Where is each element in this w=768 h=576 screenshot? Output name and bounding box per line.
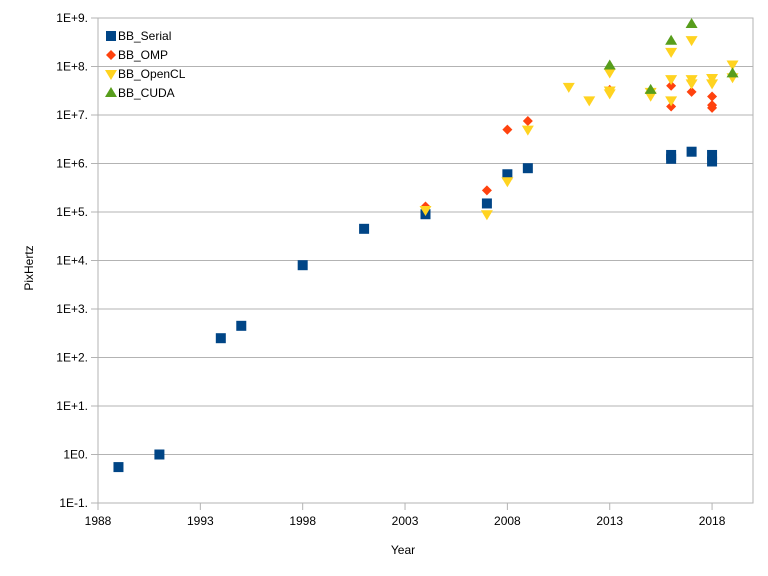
data-point — [685, 75, 698, 86]
legend: BB_Serial BB_OMP BB_OpenCL BB_CUDA — [105, 29, 186, 100]
data-point — [685, 18, 698, 29]
x-tick-label: 2018 — [699, 514, 726, 528]
data-point — [666, 80, 677, 91]
series-bb-cuda — [603, 18, 739, 94]
data-point — [686, 146, 697, 157]
data-point — [665, 34, 678, 45]
x-tick-label: 2003 — [392, 514, 419, 528]
data-point — [603, 59, 616, 70]
legend-marker — [105, 87, 117, 97]
legend-item: BB_Serial — [106, 29, 171, 43]
data-point — [522, 116, 533, 127]
legend-marker — [106, 31, 116, 41]
data-point — [501, 177, 514, 188]
x-tick-label: 2013 — [596, 514, 623, 528]
data-point — [154, 449, 165, 460]
data-point — [502, 124, 513, 135]
data-point — [666, 101, 677, 112]
data-point — [603, 68, 616, 79]
x-tick-label: 1998 — [289, 514, 316, 528]
data-point — [726, 67, 739, 78]
data-point — [665, 96, 678, 107]
data-point — [686, 86, 697, 97]
legend-label: BB_CUDA — [118, 86, 175, 100]
series-bb-serial — [113, 146, 718, 473]
data-point — [297, 260, 308, 271]
data-point — [706, 79, 719, 90]
y-tick-label: 1E+5. — [56, 205, 88, 219]
legend-marker — [106, 50, 116, 60]
data-point — [215, 333, 226, 344]
legend-item: BB_OpenCL — [105, 67, 186, 81]
legend-label: BB_OMP — [118, 48, 168, 62]
y-tick-label: 1E+1. — [56, 399, 88, 413]
y-tick-label: 1E+6. — [56, 157, 88, 171]
data-point — [665, 47, 678, 58]
data-point — [583, 96, 596, 107]
data-point — [562, 82, 575, 93]
data-point — [236, 320, 247, 331]
x-tick-label: 2008 — [494, 514, 521, 528]
data-point — [707, 100, 718, 111]
y-tick-label: 1E+9. — [56, 11, 88, 25]
y-tick-label: 1E-1. — [59, 496, 88, 510]
legend-item: BB_CUDA — [105, 86, 175, 100]
data-point — [419, 205, 432, 216]
data-point — [666, 149, 677, 160]
data-point — [665, 75, 678, 86]
data-point — [644, 83, 657, 94]
data-point — [726, 60, 739, 71]
data-point — [481, 185, 492, 196]
data-point — [521, 125, 534, 136]
data-point — [522, 163, 533, 174]
y-tick-label: 1E+8. — [56, 60, 88, 74]
data-point — [707, 156, 718, 167]
legend-label: BB_OpenCL — [118, 67, 186, 81]
data-point — [480, 210, 493, 221]
legend-item: BB_OMP — [106, 48, 168, 62]
data-point — [707, 91, 718, 102]
x-axis-label: Year — [391, 543, 415, 557]
y-axis-label: PixHertz — [22, 245, 36, 290]
data-point — [359, 223, 370, 234]
x-tick-label: 1993 — [187, 514, 214, 528]
legend-marker — [105, 70, 117, 80]
data-point — [707, 149, 718, 160]
legend-label: BB_Serial — [118, 29, 171, 43]
y-tick-label: 1E0. — [63, 448, 88, 462]
data-point — [603, 86, 616, 97]
data-point — [502, 169, 513, 180]
y-tick-label: 1E+4. — [56, 254, 88, 268]
axis-ticks: 1E-1. 1E0. 1E+1. 1E+2. 1E+3. 1E+4. 1E+5. 1E+6. 1… — [56, 11, 725, 528]
y-tick-label: 1E+2. — [56, 351, 88, 365]
data-point — [481, 198, 492, 209]
data-point — [706, 73, 719, 84]
y-tick-label: 1E+3. — [56, 302, 88, 316]
data-series — [113, 18, 739, 473]
data-point — [685, 36, 698, 47]
x-tick-label: 1988 — [85, 514, 112, 528]
data-point — [113, 462, 124, 473]
y-tick-label: 1E+7. — [56, 108, 88, 122]
